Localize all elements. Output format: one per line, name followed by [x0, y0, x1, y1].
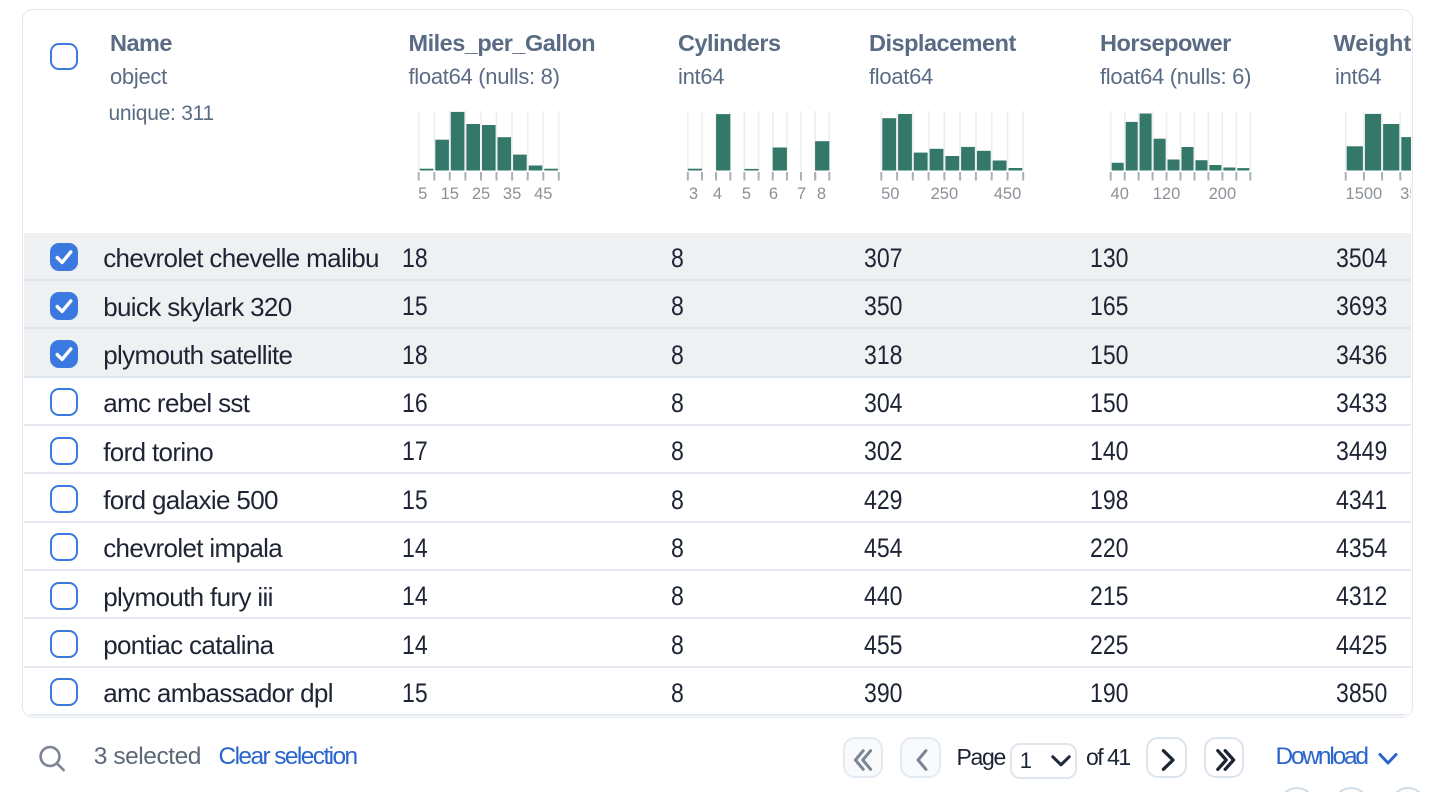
svg-text:4: 4 [712, 184, 721, 202]
svg-text:35: 35 [502, 184, 520, 202]
svg-text:6: 6 [768, 184, 777, 202]
svg-text:50: 50 [881, 184, 899, 202]
svg-text:3500: 3500 [1400, 184, 1411, 202]
svg-text:1500: 1500 [1345, 184, 1382, 202]
svg-text:45: 45 [534, 184, 552, 202]
svg-text:25: 25 [471, 184, 489, 202]
svg-text:40: 40 [1110, 184, 1128, 202]
svg-text:5: 5 [418, 184, 427, 202]
svg-text:3: 3 [688, 184, 697, 202]
svg-text:250: 250 [930, 184, 958, 202]
svg-text:450: 450 [993, 184, 1021, 202]
svg-text:8: 8 [816, 184, 825, 202]
svg-text:7: 7 [796, 184, 805, 202]
svg-text:15: 15 [440, 184, 458, 202]
svg-text:120: 120 [1152, 184, 1180, 202]
svg-text:200: 200 [1208, 184, 1236, 202]
svg-text:5: 5 [741, 184, 750, 202]
